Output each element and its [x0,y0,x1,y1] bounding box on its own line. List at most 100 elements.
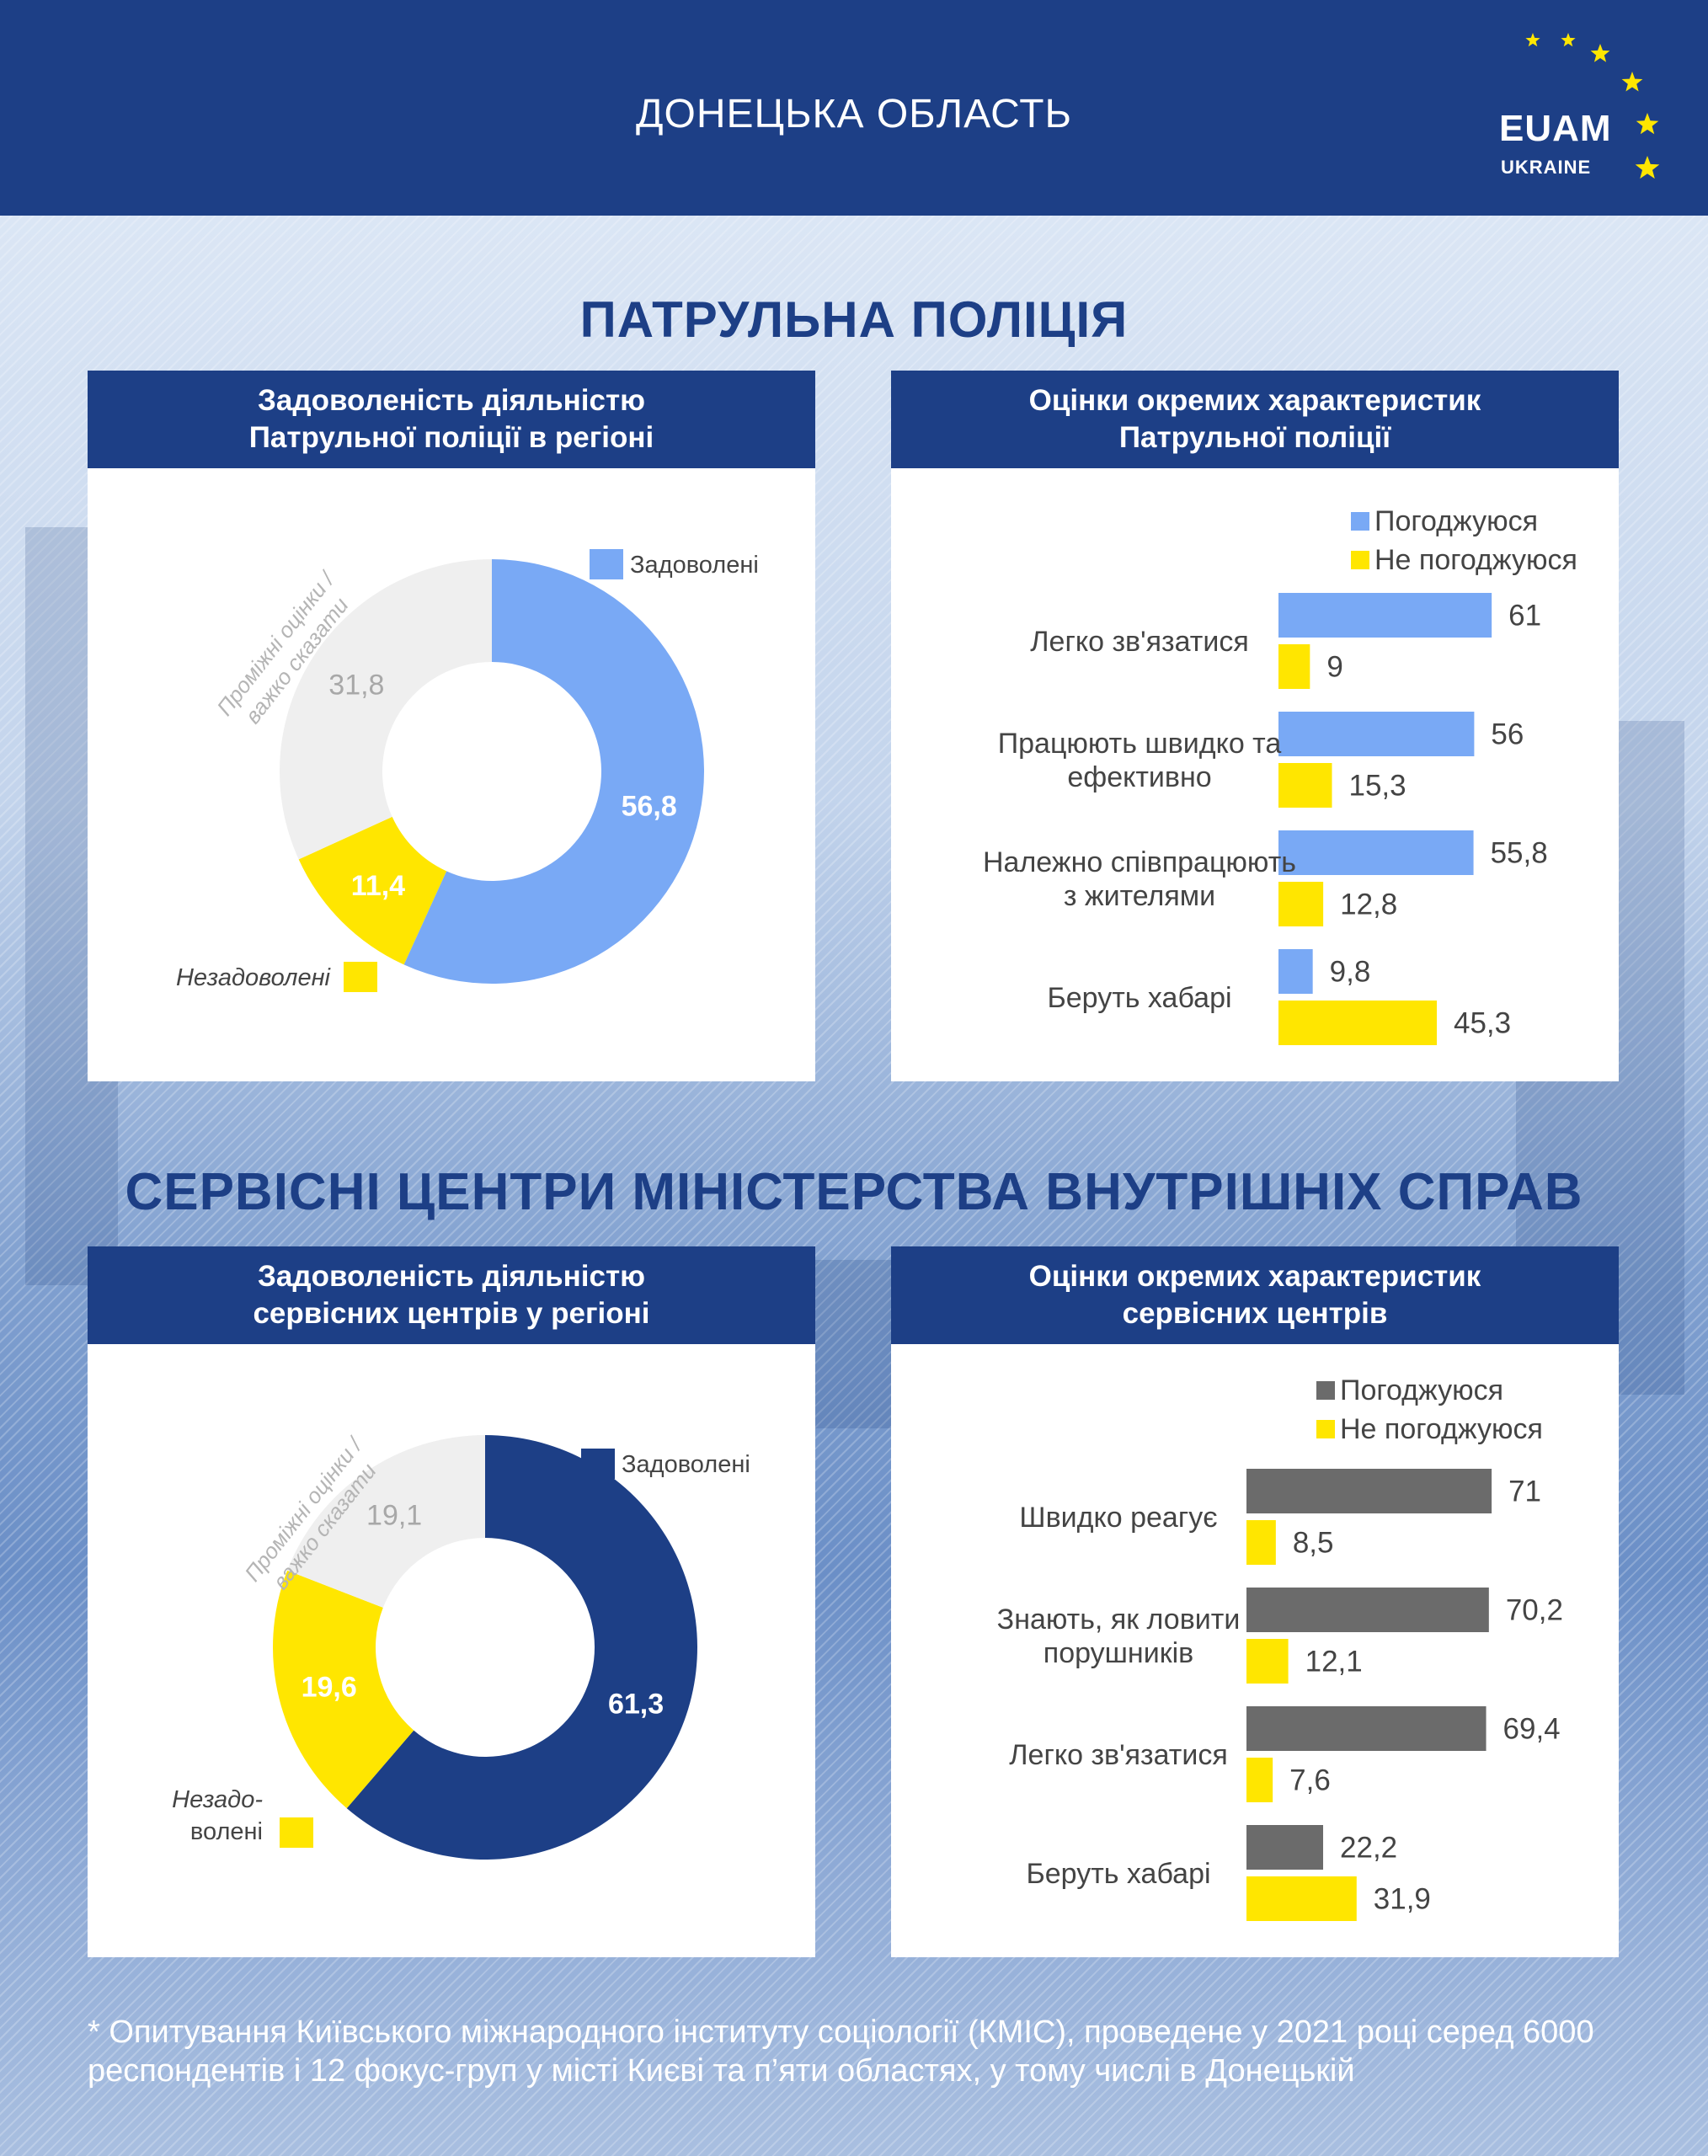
data-label: 56 [1491,718,1524,751]
legend-swatch [590,549,623,579]
category-label: Швидко реагує [1019,1502,1217,1534]
pie-slice [298,816,447,965]
category-label: Працюють швидко та [998,728,1282,760]
category-label: Легко зв'язатися [1009,1739,1228,1771]
panel-title-line: Оцінки окремих характеристик [1028,384,1481,417]
bar [1246,1469,1492,1513]
data-label: 19,6 [302,1671,357,1703]
data-label: 45,3 [1454,1007,1511,1040]
bar [1246,1758,1273,1802]
data-label: 11,4 [351,870,405,902]
category-label: Належно співпрацюють [983,846,1296,878]
legend-label: Задоволені [630,552,759,579]
bar-chart: Погоджуюся Не погоджуюся 71 8,5 Швидко реагу… [997,1374,1563,1921]
legend-label: Не погоджуюся [1374,544,1577,576]
data-label: 8,5 [1293,1527,1334,1560]
panel-title-line: Задоволеність діяльністю [258,384,645,417]
data-label: 70,2 [1506,1594,1563,1627]
eu-stars-logo-icon [1525,33,1660,179]
star-icon [1635,156,1660,179]
panel-header: Задоволеність діяльністю сервісних центр… [88,1246,815,1344]
legend-swatch [1351,512,1369,531]
bar [1278,593,1492,638]
data-label: 61,3 [608,1688,664,1720]
footnote: * Опитування Київського міжнародного інс… [88,2015,1594,2089]
star-icon [1561,33,1576,47]
legend-label: Незадоволені [176,964,332,991]
data-label: 9,8 [1330,956,1371,989]
panel-police-characteristics: Оцінки окремих характеристик Патрульної … [891,371,1619,1081]
data-label: 22,2 [1340,1832,1397,1865]
pie-slice [279,559,492,860]
donut-chart: 61,319,619,1ЗадоволеніНезадо-воленіПромі… [172,1431,750,1860]
legend-label: Не погоджуюся [1340,1413,1543,1445]
bar [1246,1825,1324,1870]
panel-title-line: Патрульної поліції [1118,421,1391,454]
pie-slice [346,1435,697,1860]
data-label: 56,8 [622,790,677,822]
pie-slice [287,1435,485,1608]
legend-swatch [280,1817,313,1848]
star-icon [1636,113,1659,135]
data-label: 55,8 [1491,837,1548,870]
bar [1278,1001,1437,1045]
region-title: ДОНЕЦЬКА ОБЛАСТЬ [635,92,1073,136]
category-label: Беруть хабарі [1047,982,1231,1014]
bar [1278,882,1324,926]
legend-swatch [1316,1381,1335,1400]
data-label: 31,8 [328,670,384,702]
bar [1278,644,1310,689]
section-title-police: ПАТРУЛЬНА ПОЛІЦІЯ [579,291,1129,348]
panel-service-characteristics: Оцінки окремих характеристик сервісних ц… [891,1246,1619,1957]
data-label: 12,1 [1305,1646,1363,1678]
top-banner: ДОНЕЦЬКА ОБЛАСТЬ EUAM UKRAINE [0,0,1708,216]
pie-slice [272,1570,414,1809]
pie-slice [403,559,704,984]
bar [1246,1706,1486,1751]
data-label: 31,9 [1374,1883,1431,1916]
star-icon [1525,33,1540,47]
bar [1278,763,1332,808]
panel-title-line: сервісних центрів у регіоні [253,1297,650,1330]
data-label: 7,6 [1289,1764,1331,1797]
panel-header: Задоволеність діяльністю Патрульної полі… [88,371,815,468]
bar [1278,949,1313,994]
bar [1246,1520,1276,1565]
panel-title-line: Патрульної поліції в регіоні [248,421,654,454]
data-label: 9 [1326,651,1342,684]
logo-subtext: UKRAINE [1501,157,1592,178]
data-label: 69,4 [1503,1713,1561,1746]
legend-swatch [1316,1420,1335,1438]
data-label: 15,3 [1348,770,1406,803]
legend-label: Погоджуюся [1374,505,1538,537]
data-label: 12,8 [1340,889,1397,921]
panel-header: Оцінки окремих характеристик Патрульної … [891,371,1619,468]
data-label: 61 [1508,600,1541,632]
legend-swatch [344,962,377,992]
panel-title-line: Задоволеність діяльністю [258,1260,645,1293]
data-label: 19,1 [366,1499,422,1531]
category-label: Знають, як ловити [997,1604,1241,1636]
star-icon [1621,72,1643,92]
bar [1246,1588,1489,1632]
legend-swatch [1351,551,1369,569]
bar [1278,712,1475,756]
legend-label: Незадо- [172,1786,263,1813]
panel-police-satisfaction: Задоволеність діяльністю Патрульної полі… [88,371,815,1081]
bar-chart: Погоджуюся Не погоджуюся 61 9 Легко зв'язати… [983,505,1577,1045]
category-label: Беруть хабарі [1026,1858,1210,1890]
data-label: 71 [1508,1476,1541,1508]
category-label: порушників [1043,1637,1193,1669]
legend-label: волені [190,1818,263,1845]
panel-title-line: Оцінки окремих характеристик [1028,1260,1481,1293]
legend-label: Погоджуюся [1340,1374,1503,1406]
panel-header: Оцінки окремих характеристик сервісних ц… [891,1246,1619,1344]
panel-service-satisfaction: Задоволеність діяльністю сервісних центр… [88,1246,815,1957]
legend-label: Задоволені [622,1451,750,1478]
category-label: ефективно [1067,761,1211,793]
bar [1246,1639,1289,1684]
category-label: Легко зв'язатися [1030,626,1249,658]
logo-text: EUAM [1499,108,1612,149]
section-title-service-centers: СЕРВІСНІ ЦЕНТРИ МІНІСТЕРСТВА ВНУТРІШНІХ … [125,1163,1583,1221]
star-icon [1590,44,1610,62]
